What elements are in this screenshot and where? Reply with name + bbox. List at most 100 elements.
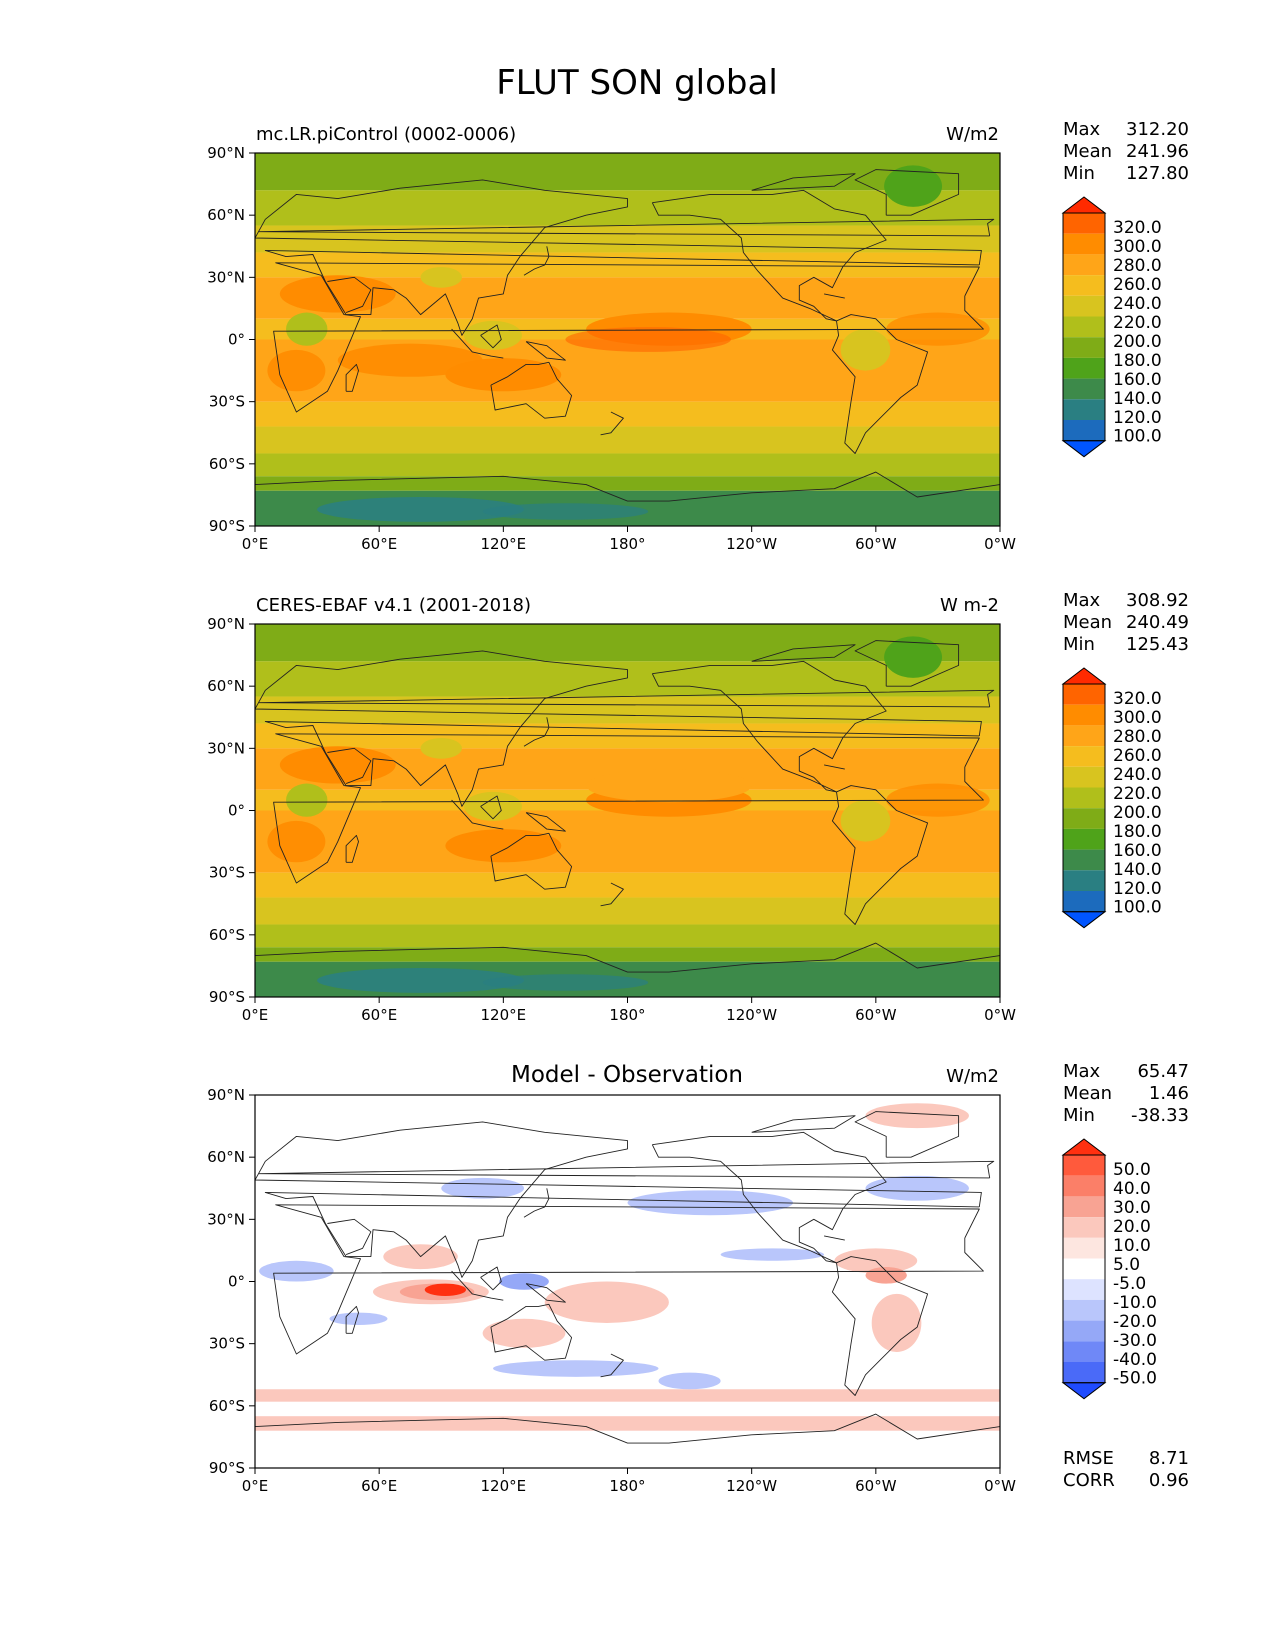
lon-tick-label: 180° — [609, 535, 645, 553]
stat-mean-value: 241.96 — [1126, 141, 1189, 162]
colorbar-extend-min — [1061, 440, 1107, 458]
coastline — [451, 1270, 504, 1301]
field-band — [255, 872, 1000, 898]
field-band — [255, 401, 1000, 427]
field-band — [255, 897, 1000, 925]
coastline — [327, 747, 372, 785]
stat-max-value: 308.92 — [1126, 590, 1189, 611]
coastline — [451, 799, 504, 830]
coastline — [523, 1188, 550, 1218]
colorbar-segment — [1063, 1237, 1105, 1259]
colorbar-segment — [1063, 808, 1105, 829]
colorbar-label: -10.0 — [1113, 1293, 1157, 1313]
field-blob — [464, 791, 522, 821]
field-blob — [865, 1266, 907, 1284]
field-blob — [286, 783, 328, 817]
stat-corr-value: 0.96 — [1149, 1470, 1189, 1491]
colorbar-segment — [1063, 399, 1105, 420]
coastlines — [255, 169, 1000, 502]
colorbar-label: -20.0 — [1113, 1312, 1157, 1332]
coastline — [854, 640, 960, 687]
figure-title: FLUT SON global — [496, 63, 778, 103]
colorbar-segment — [1063, 787, 1105, 809]
lon-tick-label: 0°E — [242, 1477, 269, 1495]
stat-mean-label: Mean — [1063, 612, 1112, 633]
stat-max-label: Max — [1063, 119, 1101, 140]
colorbar-label: 50.0 — [1113, 1160, 1151, 1180]
field-blob — [317, 496, 525, 522]
coastline — [600, 1353, 624, 1378]
coastline — [824, 764, 845, 770]
stat-max-value: 65.47 — [1137, 1061, 1189, 1082]
lat-tick-label: 30°N — [207, 1210, 245, 1228]
coastline — [824, 1235, 845, 1241]
field-blob — [420, 266, 462, 288]
lat-tick-label: 90°S — [209, 1459, 245, 1477]
field-blob — [482, 503, 649, 520]
colorbar-label: -40.0 — [1113, 1350, 1157, 1370]
colorbar-outline — [1062, 212, 1106, 442]
lat-tick-label: 60°N — [207, 1148, 245, 1166]
field-blob — [865, 1103, 969, 1129]
colorbar-label: 120.0 — [1113, 879, 1162, 899]
coastline — [525, 1283, 566, 1303]
field-blob — [720, 1248, 825, 1261]
panel-title-center: Model - Observation — [511, 1062, 743, 1088]
lat-tick-label: 90°S — [209, 517, 245, 535]
coastline — [600, 411, 624, 436]
colorbar-segment — [1063, 704, 1105, 726]
colorbar-label: 120.0 — [1113, 408, 1162, 428]
lon-tick-label: 0°E — [242, 535, 269, 553]
coastline — [831, 314, 929, 454]
coastline — [255, 179, 982, 336]
colorbar-extend-min — [1061, 911, 1107, 929]
colorbar-segment — [1063, 275, 1105, 296]
lat-tick-label: 30°N — [207, 268, 245, 286]
colorbar-label: -5.0 — [1113, 1274, 1146, 1294]
colorbar-label: 140.0 — [1113, 389, 1162, 409]
lat-tick-label: 30°S — [209, 393, 245, 411]
map-field — [255, 1095, 1000, 1468]
field-blob — [482, 1318, 566, 1348]
colorbar-label: 300.0 — [1113, 237, 1162, 257]
lon-tick-label: 180° — [609, 1477, 645, 1495]
colorbar-segment — [1063, 849, 1105, 871]
coastline — [327, 1218, 372, 1256]
colorbar-outline — [1062, 683, 1106, 913]
map-field — [255, 153, 1000, 526]
field-band — [255, 453, 1000, 477]
colorbar-segment — [1063, 766, 1105, 788]
colorbar-segment — [1063, 295, 1105, 317]
colorbar-label: 40.0 — [1113, 1179, 1151, 1199]
coastline — [255, 1121, 982, 1278]
coastline — [345, 363, 359, 392]
colorbar-label: 260.0 — [1113, 275, 1162, 295]
coastline — [255, 1413, 1000, 1444]
field-blob — [658, 1372, 721, 1390]
colorbar-label: 5.0 — [1113, 1255, 1140, 1275]
coastline — [255, 471, 1000, 502]
coastline — [523, 717, 550, 747]
field-band — [255, 476, 1000, 491]
colorbar-label: 240.0 — [1113, 294, 1162, 314]
colorbar-segment — [1063, 233, 1105, 255]
field-blob — [499, 1273, 549, 1290]
field-blob — [337, 343, 483, 377]
colorbar-segment — [1063, 254, 1105, 276]
field-blob — [267, 820, 326, 863]
colorbar-segment — [1063, 828, 1105, 850]
coastline — [255, 942, 1000, 973]
field-band — [255, 624, 1000, 662]
colorbar-label: 180.0 — [1113, 351, 1162, 371]
colorbar-label: 280.0 — [1113, 727, 1162, 747]
colorbar-segment — [1063, 1341, 1105, 1362]
lat-tick-label: 60°N — [207, 206, 245, 224]
colorbar-outline — [1062, 1154, 1106, 1384]
map-field — [255, 624, 1000, 997]
field-band — [255, 947, 1000, 962]
field-blob — [627, 1190, 794, 1216]
colorbar-extend-max — [1061, 196, 1107, 214]
field-blob — [865, 1175, 969, 1201]
colorbar-label: 180.0 — [1113, 822, 1162, 842]
